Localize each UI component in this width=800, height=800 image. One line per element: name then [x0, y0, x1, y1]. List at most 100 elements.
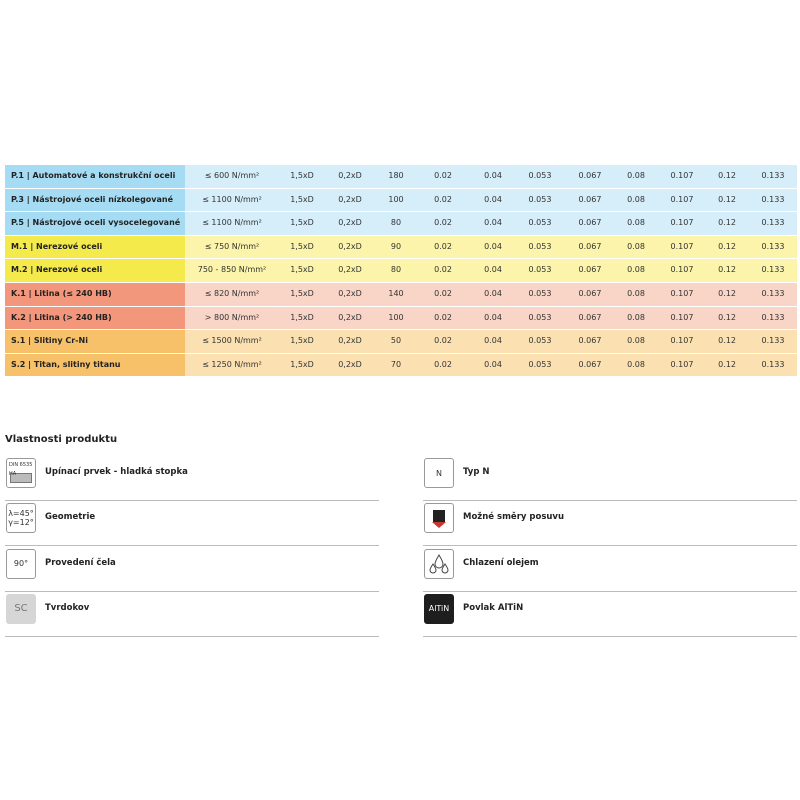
value-cell: 0.12: [718, 265, 736, 275]
value-cell: 80: [390, 265, 402, 275]
material-cell: P.3 | Nástrojové oceli nízkolegované: [5, 188, 185, 212]
material-cell: M.1 | Nerezové oceli: [5, 235, 185, 259]
value-cell: 0.12: [718, 336, 736, 346]
property-label: Typ N: [463, 467, 490, 477]
value-cell: 0.067: [578, 336, 602, 346]
value-cell: 0.08: [627, 265, 645, 275]
value-cell: 0.08: [627, 359, 645, 369]
value-cell: 1,5xD: [290, 171, 314, 180]
value-cell: 0.04: [484, 312, 502, 322]
value-cell: 80: [390, 218, 402, 228]
value-cell: ≤ 1100 N/mm²: [202, 194, 262, 204]
value-cell: 0.12: [718, 359, 736, 369]
value-cell: 0,2xD: [338, 359, 362, 369]
value-cell: 0.053: [528, 289, 552, 298]
value-cell: 0.133: [761, 289, 785, 298]
value-cell: 0.08: [627, 171, 645, 180]
value-cell: 0.08: [627, 312, 645, 322]
value-cell: 1,5xD: [290, 241, 314, 251]
value-cell: 1,5xD: [290, 359, 314, 369]
table-row: S.1 | Slitiny Cr-Ni ≤ 1500 N/mm² 1,5xD 0,2x…: [5, 330, 797, 353]
property-label: Geometrie: [45, 512, 96, 523]
value-cell: 0.02: [434, 218, 452, 228]
property: 90° Provedení čela: [5, 546, 379, 592]
icon-text: N: [436, 468, 442, 478]
value-cell: ≤ 820 N/mm²: [204, 289, 260, 298]
value-cell: 0.107: [670, 218, 694, 228]
value-cell: 0.053: [528, 265, 552, 275]
icon-text: γ=12°: [8, 518, 34, 528]
value-cell: ≤ 1100 N/mm²: [202, 218, 262, 228]
value-cell: 50: [390, 336, 402, 346]
value-cell: 100: [388, 194, 404, 204]
property-icon: [424, 503, 454, 534]
value-cell: ≤ 750 N/mm²: [204, 241, 260, 251]
value-cell: 0.067: [578, 265, 602, 275]
value-cell: 0.02: [434, 171, 452, 180]
value-cell: 0.133: [761, 265, 785, 275]
value-cell: > 800 N/mm²: [204, 312, 260, 322]
property-label: Upínací prvek - hladká stopka: [45, 467, 188, 477]
value-cell: 0.053: [528, 241, 552, 251]
value-cell: 0,2xD: [338, 312, 362, 322]
value-cell: 0.133: [761, 241, 785, 251]
value-cell: 0.107: [670, 265, 694, 275]
feed-icon: [432, 510, 446, 529]
property-label: Provedení čela: [45, 557, 116, 568]
value-cell: 0.12: [718, 241, 736, 251]
value-cell: 1,5xD: [290, 265, 314, 275]
property: λ=45° γ=12° Geometrie: [5, 500, 379, 547]
value-cell: 0.053: [528, 336, 552, 346]
property: SC Tvrdokov: [5, 591, 379, 637]
value-cell: 0.02: [434, 359, 452, 369]
value-cell: 100: [388, 312, 404, 322]
value-cell: 0.107: [670, 241, 694, 251]
value-cell: 0,2xD: [338, 171, 362, 180]
value-cell: 0.12: [718, 218, 736, 228]
value-cell: 0.12: [718, 171, 736, 180]
value-cell: 0.067: [578, 171, 602, 180]
property: Chlazení olejem: [423, 546, 797, 592]
value-cell: 0.08: [627, 241, 645, 251]
value-cell: 0,2xD: [338, 194, 362, 204]
property-icon: 90°: [6, 548, 36, 579]
value-cell: 0.02: [434, 194, 452, 204]
value-cell: 90: [390, 241, 402, 251]
value-cell: 180: [388, 171, 404, 180]
value-cell: 0.067: [578, 241, 602, 251]
material-cell: K.2 | Litina (> 240 HB): [5, 306, 185, 330]
value-cell: 0.04: [484, 359, 502, 369]
value-cell: 1,5xD: [290, 194, 314, 204]
value-cell: 0.107: [670, 312, 694, 322]
value-cell: 0,2xD: [338, 336, 362, 346]
value-cell: 0.067: [578, 289, 602, 298]
value-cell: 70: [390, 359, 402, 369]
value-cell: 0.133: [761, 336, 785, 346]
value-cell: 1,5xD: [290, 336, 314, 346]
icon-text: AlTiN: [428, 604, 450, 614]
icon-text: SC: [14, 603, 28, 615]
value-cell: 0.08: [627, 289, 645, 298]
value-cell: 0.053: [528, 194, 552, 204]
value-cell: 0.067: [578, 218, 602, 228]
value-cell: 0.067: [578, 312, 602, 322]
value-cell: ≤ 1250 N/mm²: [202, 359, 262, 369]
value-cell: ≤ 600 N/mm²: [204, 171, 260, 180]
property-icon: SC: [6, 593, 36, 624]
table-row: M.2 | Nerezové oceli 750 - 850 N/mm² 1,5xD…: [5, 259, 797, 282]
value-cell: 0.04: [484, 194, 502, 204]
value-cell: 0.02: [434, 336, 452, 346]
property-label: Chlazení olejem: [463, 557, 539, 568]
value-cell: 0.12: [718, 194, 736, 204]
value-cell: 0,2xD: [338, 241, 362, 251]
value-cell: 0.04: [484, 241, 502, 251]
value-cell: ≤ 1500 N/mm²: [202, 336, 262, 346]
value-cell: 0.053: [528, 312, 552, 322]
value-cell: 0.053: [528, 218, 552, 228]
material-cell: K.1 | Litina (≤ 240 HB): [5, 283, 185, 306]
value-cell: 0.133: [761, 171, 785, 180]
value-cell: 0.08: [627, 194, 645, 204]
oil-icon: [429, 553, 449, 574]
value-cell: 0.08: [627, 336, 645, 346]
property-icon: DIN 6535 HA: [6, 458, 36, 488]
